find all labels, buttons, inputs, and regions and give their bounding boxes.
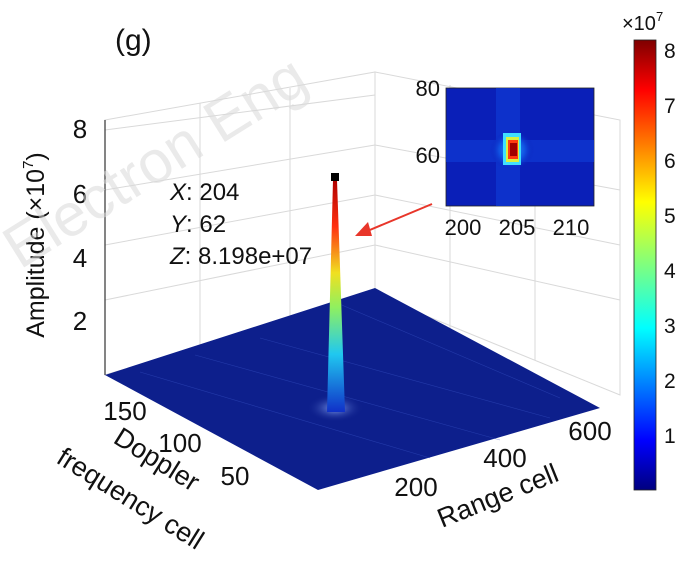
surface-floor <box>105 288 600 490</box>
z-tick-label: 8 <box>73 114 87 144</box>
z-label-exponent: 7 <box>20 161 37 169</box>
inset-x-tick: 210 <box>553 215 590 240</box>
colorbar-multiplier: ×107 <box>622 9 663 35</box>
inset-y-tick: 80 <box>416 76 440 101</box>
datatip-x-key: X <box>169 179 187 206</box>
datatip-marker <box>331 173 339 181</box>
colorbar-tick: 5 <box>664 205 676 228</box>
datatip-y-key: Y <box>170 211 188 238</box>
datatip: X: 204 Y: 62 Z: 8.198e+07 <box>169 179 312 270</box>
colorbar-tick: 8 <box>664 40 676 63</box>
z-tick-label: 4 <box>73 243 87 273</box>
peak-spike <box>327 180 345 412</box>
colorbar-tick: 1 <box>664 425 676 448</box>
panel-label: (g) <box>115 24 152 57</box>
z-axis-ticks: 2 4 6 8 <box>73 114 87 336</box>
datatip-y-value: : 62 <box>186 211 226 238</box>
z-axis-label: Amplitude (×107) <box>20 152 50 338</box>
x-tick-label: 400 <box>483 443 526 473</box>
x-axis-ticks: 200 400 600 <box>394 416 611 502</box>
inset-heatmap <box>445 87 595 207</box>
colorbar-tick: 2 <box>664 370 676 393</box>
y-axis-ticks: 50 100 150 <box>103 396 249 491</box>
datatip-x-value: : 204 <box>186 179 239 206</box>
colorbar-tick: 6 <box>664 150 676 173</box>
svg-text:Y: 62: Y: 62 <box>170 211 226 238</box>
colorbar: ×107 1 2 3 4 5 6 7 8 <box>622 9 676 491</box>
svg-text:Amplitude (×107): Amplitude (×107) <box>20 152 50 338</box>
inset-y-tick: 60 <box>416 143 440 168</box>
y-tick-label: 100 <box>158 428 201 458</box>
z-label-text: Amplitude (×10 <box>22 169 50 338</box>
inset-x-tick: 200 <box>445 215 482 240</box>
z-tick-label: 6 <box>73 179 87 209</box>
y-tick-label: 150 <box>103 396 146 426</box>
x-tick-label: 600 <box>568 416 611 446</box>
inset-x-tick: 205 <box>499 215 536 240</box>
y-tick-label: 50 <box>221 461 250 491</box>
z-tick-label: 2 <box>73 306 87 336</box>
svg-text:Z: 8.198e+07: Z: 8.198e+07 <box>169 243 312 270</box>
colorbar-tick: 7 <box>664 95 676 118</box>
svg-text:X: 204: X: 204 <box>169 179 239 206</box>
datatip-z-key: Z <box>169 243 186 270</box>
colorbar-tick: 3 <box>664 315 676 338</box>
colorbar-tick: 4 <box>664 260 676 283</box>
x-tick-label: 200 <box>394 472 437 502</box>
inset-axis-ticks: 80 60 200 205 210 <box>416 76 590 240</box>
annotation-arrow <box>355 203 433 236</box>
datatip-z-value: : 8.198e+07 <box>185 243 312 270</box>
z-label-close: ) <box>22 152 50 160</box>
